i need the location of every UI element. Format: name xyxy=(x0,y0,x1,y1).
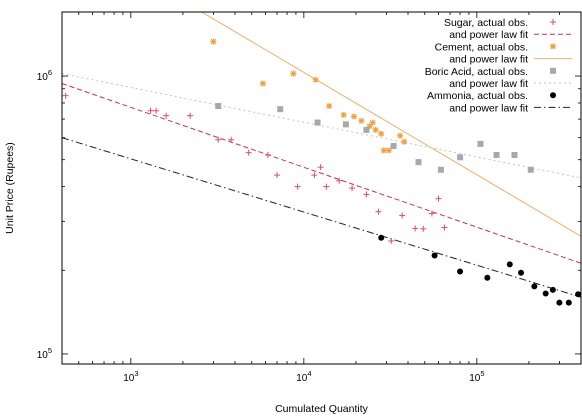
y-tick-label: 106 xyxy=(37,68,52,83)
ammonia-fit-line xyxy=(62,137,581,298)
x-axis-label: Cumulated Quantity xyxy=(275,403,369,415)
sugar-point xyxy=(412,225,419,232)
legend-marker-cement xyxy=(550,43,556,50)
legend-fit-label-cement: and power law fit xyxy=(449,54,528,66)
boric-acid-point xyxy=(415,159,422,166)
cement-point xyxy=(210,38,217,45)
plot-frame xyxy=(61,11,582,365)
sugar-point xyxy=(420,225,427,232)
cement-point xyxy=(326,103,333,110)
ammonia-point xyxy=(531,283,538,290)
cement-point xyxy=(259,80,266,87)
tick-labels: 103 104 105 105 106 xyxy=(37,68,485,384)
cement-point xyxy=(351,113,358,120)
sugar-point xyxy=(399,212,406,219)
cement-point xyxy=(290,70,297,77)
cement-point xyxy=(380,147,387,154)
legend-marker-ammonia xyxy=(550,92,556,99)
legend-label-boric-acid: Boric Acid, actual obs. xyxy=(425,66,528,78)
sugar-point xyxy=(264,151,271,158)
axis-ticks xyxy=(61,12,582,364)
boric-acid-point xyxy=(390,143,397,150)
boric-acid-point xyxy=(437,166,444,173)
cement-point xyxy=(397,132,404,139)
legend-marker-sugar xyxy=(550,19,556,25)
cement-point xyxy=(378,130,385,137)
ammonia-point xyxy=(575,291,581,298)
sugar-point xyxy=(215,136,222,143)
ammonia-point xyxy=(484,274,491,281)
cement-point xyxy=(340,111,347,118)
boric-acid-point xyxy=(363,126,370,133)
boric-acid-point xyxy=(457,154,464,161)
sugar-point xyxy=(294,183,301,190)
sugar-point xyxy=(388,237,395,244)
x-tick-label: 103 xyxy=(123,369,138,384)
ammonia-point xyxy=(457,268,464,275)
sugar-point xyxy=(147,107,154,114)
data-points xyxy=(62,38,581,306)
boric-acid-point xyxy=(215,103,222,110)
boric-acid-fit-line xyxy=(62,73,581,179)
boric-acid-point xyxy=(511,151,518,158)
sugar-point xyxy=(435,195,442,202)
ammonia-point xyxy=(565,299,572,306)
sugar-point xyxy=(153,107,160,114)
sugar-point xyxy=(245,149,252,156)
cement-fit-line xyxy=(200,12,581,237)
legend: Sugar, actual obs.and power law fitCemen… xyxy=(425,17,572,114)
ammonia-point xyxy=(431,252,438,259)
sugar-point xyxy=(187,112,194,119)
ammonia-point xyxy=(378,234,385,241)
sugar-point xyxy=(428,210,435,217)
y-axis-label: Unit Price (Rupees) xyxy=(4,142,16,234)
sugar-point xyxy=(375,208,382,215)
sugar-point xyxy=(228,136,235,143)
boric-acid-point xyxy=(527,166,534,173)
boric-acid-point xyxy=(477,140,484,147)
ammonia-point xyxy=(549,286,556,293)
ammonia-point xyxy=(542,290,549,297)
cement-point xyxy=(401,138,408,145)
legend-fit-label-ammonia: and power law fit xyxy=(449,102,528,114)
legend-label-sugar: Sugar, actual obs. xyxy=(444,17,528,29)
ammonia-point xyxy=(506,261,513,268)
ammonia-point xyxy=(518,269,525,276)
sugar-point xyxy=(363,191,370,198)
fit-lines xyxy=(62,12,581,298)
legend-label-ammonia: Ammonia, actual obs. xyxy=(427,90,528,102)
sugar-point xyxy=(317,164,324,171)
x-tick-label: 105 xyxy=(469,369,484,384)
legend-fit-label-boric-acid: and power law fit xyxy=(449,78,528,90)
sugar-fit-line xyxy=(62,83,581,264)
cement-point xyxy=(369,119,376,126)
boric-acid-point xyxy=(277,106,284,113)
boric-acid-point xyxy=(342,121,349,128)
sugar-point xyxy=(274,172,281,179)
sugar-point xyxy=(336,177,343,184)
sugar-point xyxy=(62,92,69,99)
sugar-point xyxy=(323,183,330,190)
sugar-point xyxy=(349,185,356,192)
legend-marker-boric-acid xyxy=(550,67,556,74)
cement-point xyxy=(312,76,319,83)
legend-fit-label-sugar: and power law fit xyxy=(449,29,528,41)
boric-acid-point xyxy=(493,151,500,158)
y-tick-label: 105 xyxy=(37,346,52,361)
cement-point xyxy=(358,117,365,124)
sugar-point xyxy=(311,172,318,179)
cement-point xyxy=(372,126,379,133)
x-tick-label: 104 xyxy=(296,369,311,384)
boric-acid-point xyxy=(314,119,321,126)
sugar-point xyxy=(441,224,448,231)
legend-label-cement: Cement, actual obs. xyxy=(435,41,528,53)
sugar-point xyxy=(163,112,170,119)
ammonia-point xyxy=(556,299,563,306)
cement-point xyxy=(385,147,392,154)
